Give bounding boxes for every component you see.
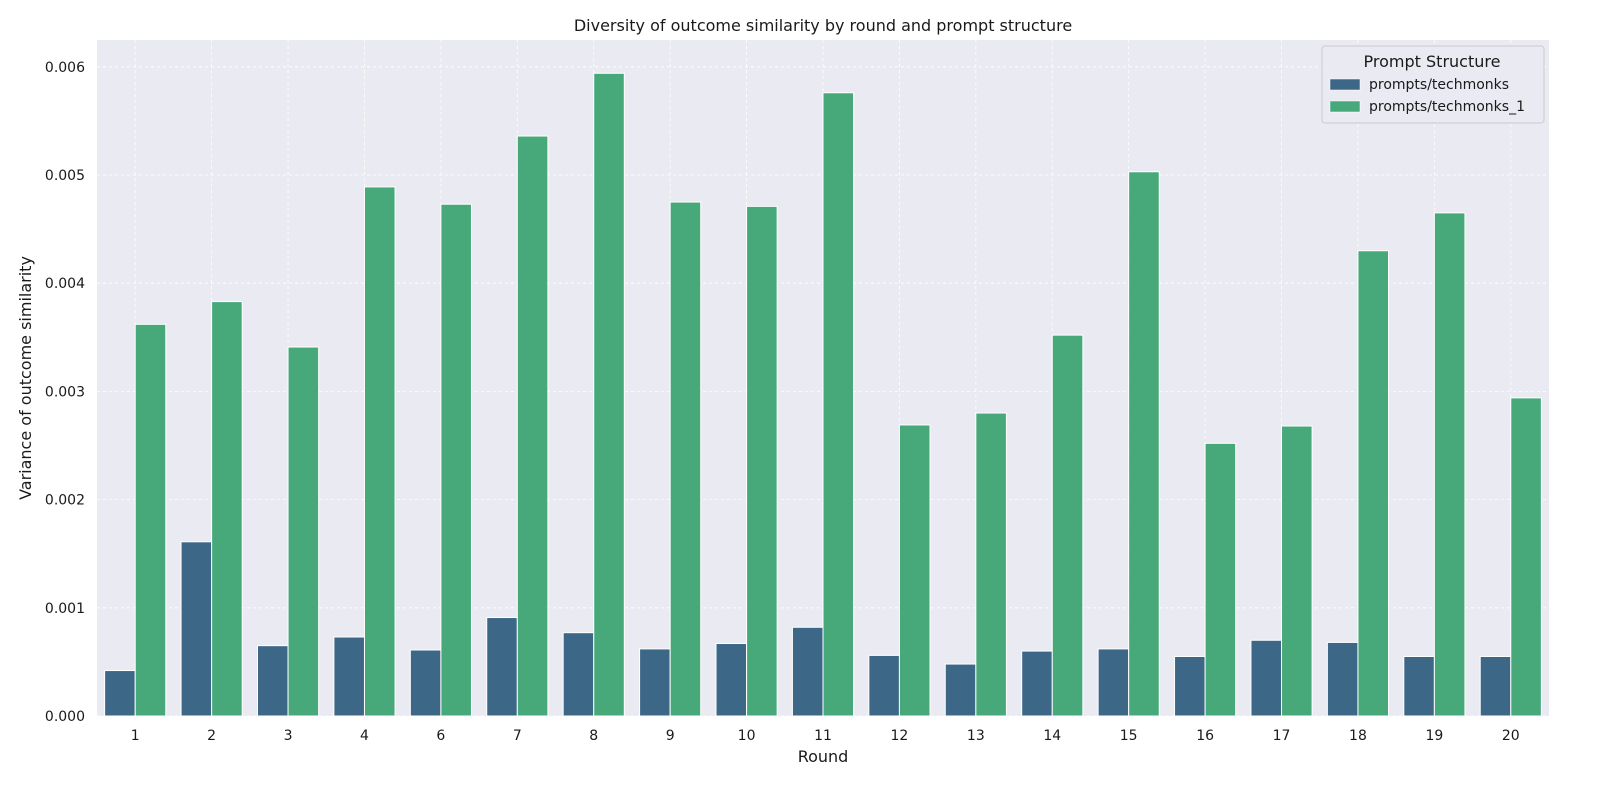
bar-techmonks-1 [746,205,778,717]
x-tick-label: 8 [589,728,598,744]
legend-swatch [1329,78,1361,91]
x-tick-label: 17 [1273,728,1291,744]
bar-techmonks [944,663,977,717]
bar-techmonks-1 [898,424,931,717]
y-tick-label: 0.004 [45,276,85,292]
x-tick-label: 1 [131,728,140,744]
bar-techmonks [1250,639,1283,717]
bar-techmonks [333,636,365,717]
bar-techmonks-1 [363,186,396,717]
bar-techmonks-1 [287,346,320,717]
bar-techmonks [1097,648,1130,717]
bar-techmonks [1403,655,1435,717]
x-tick-label: 9 [666,728,675,744]
bar-techmonks [104,670,136,717]
x-axis-ticks: 1 2 3 4 6 7 8 9 10 11 12 13 14 15 16 17 18 19 20 [131,728,1520,744]
bar-techmonks [562,632,595,717]
y-tick-label: 0.005 [45,168,85,184]
x-tick-label: 15 [1120,728,1138,744]
x-tick-label: 12 [891,728,909,744]
legend: Prompt Structure prompts/techmonks prompt… [1321,45,1545,124]
bar-techmonks-1 [1051,334,1084,717]
x-tick-label: 7 [513,728,522,744]
legend-box [1321,45,1545,124]
bar-techmonks [715,643,748,717]
bar-techmonks [256,645,289,717]
bar-techmonks-1 [975,412,1007,717]
x-axis-label: Round [798,747,849,766]
y-tick-label: 0.006 [45,60,85,76]
bar-techmonks [409,649,442,717]
chart-title: Diversity of outcome similarity by round… [574,16,1072,35]
bar-techmonks-1 [822,92,855,717]
x-tick-label: 18 [1349,728,1367,744]
x-tick-label: 20 [1502,728,1520,744]
bar-techmonks [639,648,671,717]
bar-techmonks-1 [1433,212,1466,717]
x-tick-label: 2 [207,728,216,744]
legend-title: Prompt Structure [1364,52,1501,71]
bar-techmonks [868,654,900,717]
bar-techmonks-1 [211,301,243,717]
bar-techmonks [1326,641,1359,717]
bar-techmonks-1 [593,72,625,717]
x-tick-label: 19 [1425,728,1443,744]
bar-techmonks-1 [516,135,549,717]
bar-techmonks [180,541,213,717]
y-tick-label: 0.000 [45,709,85,725]
bar-techmonks-1 [134,323,167,717]
bar-techmonks-1 [1281,425,1313,717]
y-axis-label: Variance of outcome similarity [16,256,35,500]
bar-techmonks-1 [1510,397,1542,717]
x-tick-label: 4 [360,728,369,744]
y-axis-ticks: 0.000 0.001 0.002 0.003 0.004 0.005 0.006 [45,60,85,725]
x-tick-label: 13 [967,728,985,744]
legend-label: prompts/techmonks_1 [1369,99,1525,115]
x-tick-label: 10 [738,728,756,744]
bars-group [104,72,1542,717]
x-tick-label: 6 [436,728,445,744]
x-tick-label: 14 [1043,728,1061,744]
bar-techmonks-1 [440,203,472,717]
y-tick-label: 0.002 [45,493,85,509]
legend-label: prompts/techmonks [1369,77,1509,93]
y-tick-label: 0.003 [45,384,85,400]
bar-techmonks-1 [669,201,702,717]
x-tick-label: 3 [284,728,293,744]
bar-techmonks-1 [1357,250,1390,717]
bar-techmonks [1479,655,1512,717]
bar-techmonks-1 [1128,171,1160,717]
x-tick-label: 11 [814,728,832,744]
bar-techmonks [486,617,518,717]
bar-techmonks [1021,650,1053,717]
legend-swatch [1329,100,1361,113]
bar-techmonks [1174,655,1206,717]
x-tick-label: 16 [1196,728,1214,744]
y-tick-label: 0.001 [45,601,85,617]
bar-techmonks [791,626,824,717]
bar-techmonks-1 [1204,442,1237,717]
